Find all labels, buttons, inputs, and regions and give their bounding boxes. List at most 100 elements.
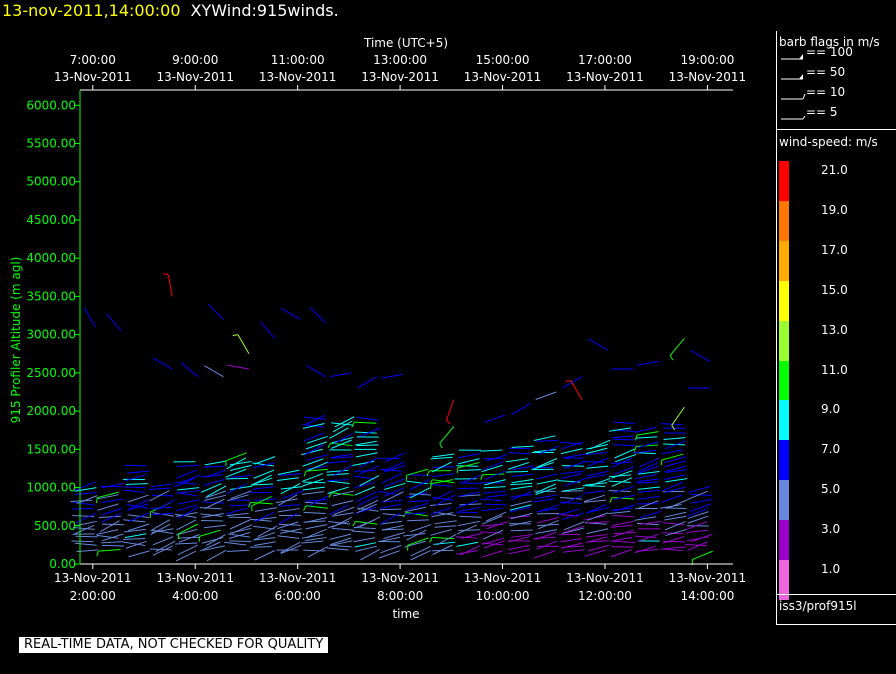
wind-barb: [508, 536, 530, 543]
top-tick-date: 13-Nov-2011: [669, 70, 747, 84]
y-tick-label: 0.00: [49, 557, 76, 571]
wind-barb: [459, 503, 482, 506]
wind-barb: [307, 546, 328, 558]
colorbar-swatch: [779, 400, 789, 441]
wind-barb: [457, 462, 480, 469]
top-tick-time: 17:00:00: [578, 53, 632, 67]
wind-barb: [662, 481, 684, 492]
barb-key-tick: [802, 93, 806, 100]
wind-barb: [206, 485, 227, 498]
wind-barb: [352, 530, 375, 534]
wind-barb: [303, 444, 324, 456]
wind-barb-flag: [198, 536, 201, 542]
wind-barb: [613, 466, 635, 475]
wind-barb: [306, 435, 328, 444]
top-tick-date: 13-Nov-2011: [54, 70, 132, 84]
wind-barb: [257, 525, 278, 537]
wind-barb: [98, 549, 121, 552]
wind-barb: [175, 550, 197, 562]
x-tick-date: 13-Nov-2011: [259, 571, 337, 585]
wind-barb: [407, 519, 430, 522]
wind-barb: [380, 545, 402, 554]
wind-barb: [360, 516, 381, 528]
wind-barb: [485, 494, 508, 498]
wind-barb-flag: [671, 425, 676, 431]
barb-legend-label: == 5: [806, 105, 838, 119]
wind-barb: [533, 536, 556, 539]
wind-barb: [70, 499, 93, 503]
wind-barb: [326, 473, 349, 476]
wind-barb: [254, 511, 275, 523]
wind-barb: [457, 520, 480, 527]
wind-barb: [407, 537, 429, 546]
wind-barb: [176, 504, 198, 512]
wind-barb: [303, 416, 326, 420]
wind-barb: [613, 494, 635, 500]
wind-barb-flag: [429, 483, 432, 490]
wind-barb: [204, 460, 227, 466]
wind-barb: [201, 512, 224, 518]
wind-barb: [382, 513, 405, 517]
y-tick-label: 3500.00: [26, 289, 76, 303]
wind-barb: [227, 494, 249, 502]
wind-barb: [686, 521, 708, 530]
wind-barb: [75, 512, 97, 524]
wind-barb: [456, 550, 478, 555]
x-tick-date: 13-Nov-2011: [464, 571, 542, 585]
wind-barb: [459, 545, 481, 556]
wind-barb: [587, 507, 610, 514]
wind-barb: [561, 490, 584, 492]
wind-barb: [333, 506, 355, 516]
wind-barb: [380, 499, 403, 503]
wind-barb: [562, 512, 584, 520]
wind-barb: [483, 490, 506, 494]
wind-barb: [480, 531, 503, 534]
wind-barb: [280, 541, 301, 554]
wind-barb: [358, 456, 379, 469]
wind-barb: [278, 494, 298, 506]
colorbar-swatch: [779, 360, 789, 401]
wind-barb: [510, 482, 533, 486]
wind-barb: [177, 544, 198, 556]
wind-barb: [661, 449, 683, 455]
wind-barb-flag: [439, 443, 443, 449]
wind-barb: [225, 468, 247, 478]
wind-barb: [384, 452, 405, 463]
wind-barb: [199, 529, 221, 537]
wind-barb: [664, 511, 687, 518]
wind-barb: [204, 498, 225, 510]
colorbar-label: 17.0: [821, 242, 848, 257]
wind-barb: [305, 441, 328, 450]
wind-barb: [277, 521, 299, 530]
wind-barb: [359, 475, 380, 487]
wind-barb: [505, 470, 528, 473]
wind-barb: [380, 512, 400, 525]
wind-barb: [122, 489, 145, 493]
wind-barb: [691, 533, 713, 543]
wind-barb: [637, 489, 660, 493]
wind-barb: [459, 515, 482, 518]
wind-barb: [508, 451, 531, 455]
wind-barb-flag: [633, 446, 637, 452]
colorbar-label: 7.0: [821, 442, 841, 457]
wind-barb: [327, 486, 349, 495]
wind-barb: [329, 372, 352, 378]
wind-barb: [608, 480, 631, 483]
wind-barb: [226, 549, 249, 553]
wind-barb: [127, 494, 149, 503]
wind-barb: [434, 525, 457, 528]
wind-barb: [582, 460, 605, 463]
wind-barb: [671, 406, 685, 426]
wind-barb: [639, 510, 662, 519]
wind-barb: [664, 440, 686, 450]
wind-barb: [534, 449, 557, 453]
wind-barb: [353, 475, 376, 480]
wind-barb: [587, 457, 609, 467]
colorbar-label: 9.0: [821, 402, 841, 417]
colorbar-swatch: [779, 520, 789, 561]
wind-barb: [280, 544, 302, 555]
wind-barb: [305, 499, 328, 502]
wind-barb: [75, 520, 98, 527]
wind-barb: [330, 540, 353, 546]
wind-barb: [664, 546, 687, 550]
